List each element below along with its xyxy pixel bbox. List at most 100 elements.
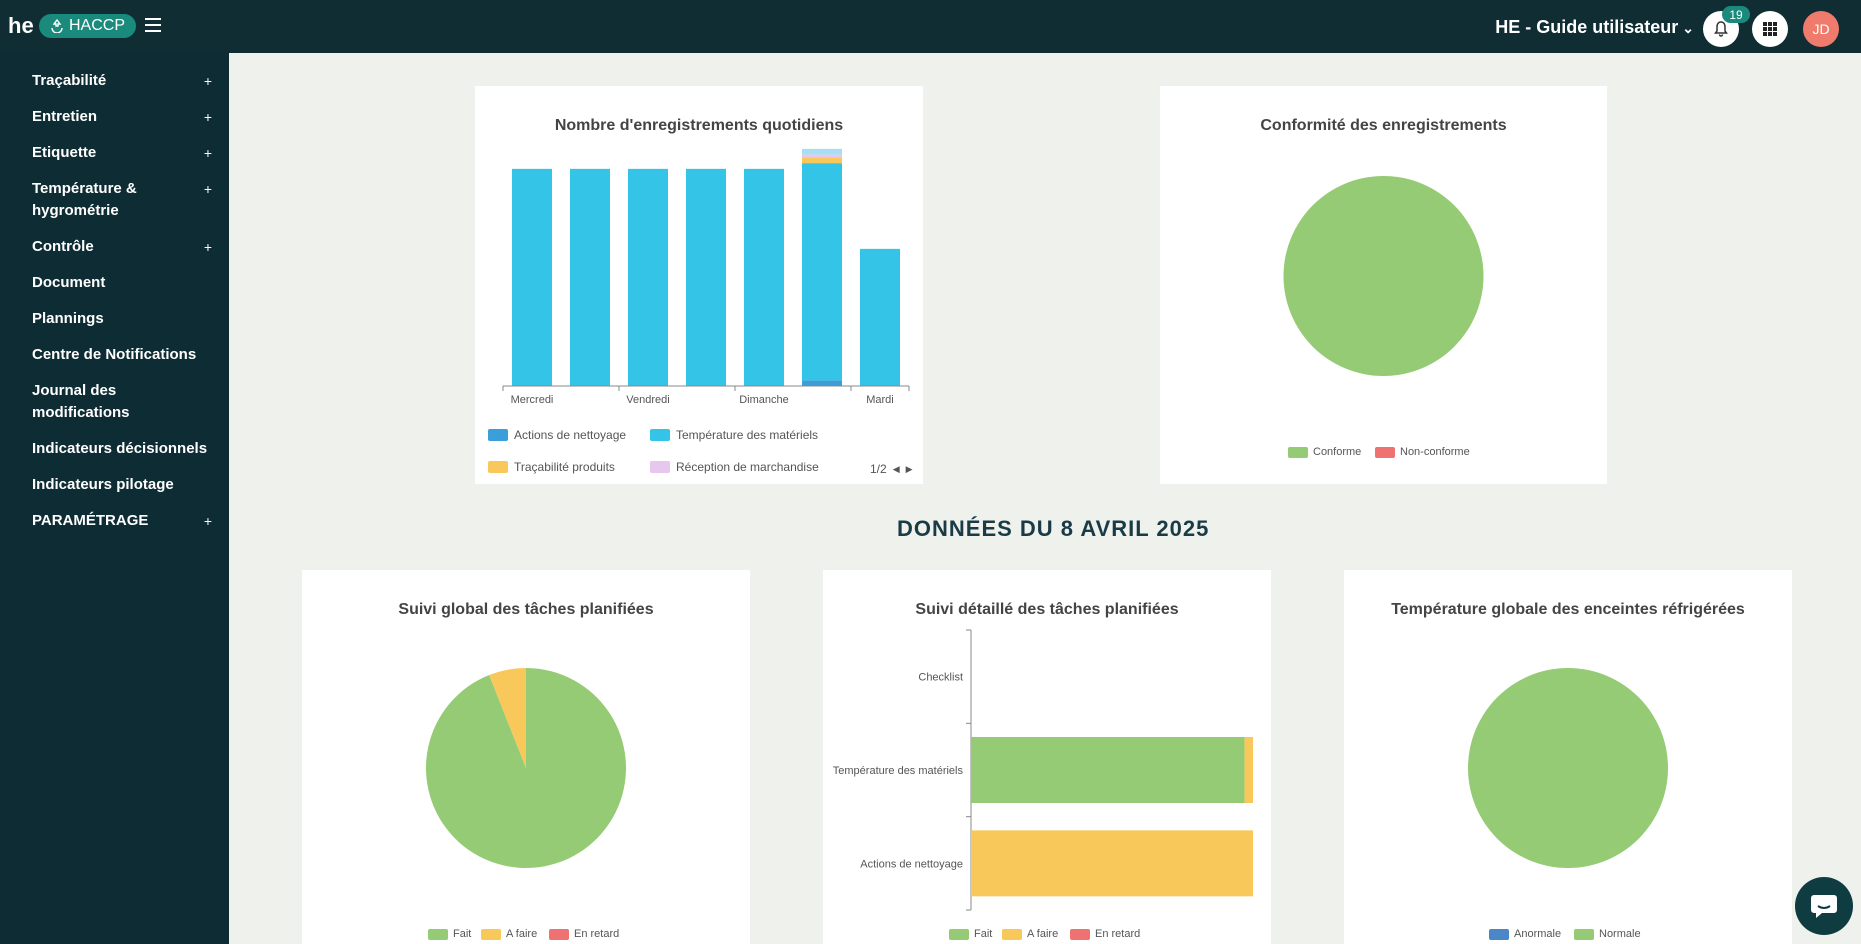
sidebar-item-indicateurs-pilotage[interactable]: Indicateurs pilotage [32,474,212,496]
legend-label: En retard [574,928,620,940]
legend-item[interactable]: A faire [481,928,537,940]
sidebar-item-indicateurs-decisionnels[interactable]: Indicateurs décisionnels [32,438,212,460]
app-name: HACCP [68,17,125,34]
legend-item[interactable]: Non-conforme [1375,446,1470,458]
bar-segment[interactable] [802,154,842,158]
bar-segment[interactable] [802,148,842,155]
legend-item[interactable]: Température des matériels [650,428,818,442]
legend-label: A faire [1027,928,1059,940]
recycle-icon [51,19,63,33]
legend-item[interactable]: Réception de marchandise [650,460,819,474]
sidebar-item-parametrage[interactable]: PARAMÉTRAGE + [32,510,212,532]
sidebar-item-label: Indicateurs pilotage [32,476,174,493]
legend-item[interactable]: A faire [1002,928,1058,940]
legend-label: Anormale [1514,928,1562,940]
menu-toggle-icon[interactable] [145,18,161,32]
bar-segment[interactable] [802,380,842,386]
sidebar-item-tracabilite[interactable]: Traçabilité + [32,70,212,92]
global-tasks-card: Suivi global des tâches planifiées Fait … [302,570,750,944]
legend-swatch [1574,928,1594,940]
chat-bubble-icon [1811,895,1837,918]
expand-plus-icon: + [203,73,212,89]
chevron-down-icon: ⌄ [1682,20,1694,36]
legend-item[interactable]: En retard [549,928,619,940]
notification-count-badge: 19 [1722,6,1750,23]
bar-segment[interactable] [802,157,842,164]
chart-title: Température globale des enceintes réfrig… [1391,601,1745,618]
legend-swatch [549,928,569,940]
sidebar-item-label: Température & hygrométrie [32,180,137,219]
legend-label: Non-conforme [1400,446,1470,458]
legend-label: Fait [453,928,472,940]
sidebar-item-notifications[interactable]: Centre de Notifications [32,344,212,366]
bar-segment[interactable] [686,168,726,386]
daily-records-chart: Mercredi Vendredi Dimanche Mardi [502,148,910,406]
sidebar-item-controle[interactable]: Contrôle + [32,236,212,258]
x-tick-label: Mercredi [511,394,554,406]
conformity-pie-chart [1283,176,1484,376]
user-avatar[interactable]: JD [1803,11,1839,47]
x-tick-label: Dimanche [739,394,789,406]
caret-right-icon[interactable]: ▶ [905,463,913,474]
detailed-tasks-card: Suivi détaillé des tâches planifiées Che… [823,570,1271,944]
temperature-pie-chart [1468,668,1668,868]
app-switch-pill[interactable]: HACCP [39,14,136,38]
conformity-card: Conformité des enregistrements Conforme … [1160,86,1607,484]
legend-swatch [650,429,670,441]
site-selector[interactable]: HE - Guide utilisateur ⌄ [1495,17,1694,38]
caret-left-icon[interactable]: ◀ [892,463,900,474]
bar-segment[interactable] [860,248,900,386]
legend-item[interactable]: Traçabilité produits [488,460,615,474]
legend-swatch [1288,446,1308,458]
bar-segment[interactable] [971,737,1245,803]
sidebar-item-label: Etiquette [32,144,97,161]
legend-label: En retard [1095,928,1141,940]
legend-pager: 1/2 ◀ ▶ [870,462,913,476]
legend-swatch [949,928,969,940]
expand-plus-icon: + [203,513,212,529]
bar-segment[interactable] [628,168,668,386]
pie-slice[interactable] [1468,668,1668,868]
sidebar-item-temperature[interactable]: Température & hygrométrie + [32,178,212,222]
sidebar-item-entretien[interactable]: Entretien + [32,106,212,128]
sidebar-item-label: Journal des modifications [32,382,130,421]
sidebar-item-document[interactable]: Document [32,272,212,294]
bar-segment[interactable] [570,168,610,386]
x-tick-label: Vendredi [626,394,669,406]
bar-segment[interactable] [512,168,552,386]
top-bar: he HACCP HE - Guide utilisateur ⌄ 19 JD [0,0,1861,53]
sidebar-item-label: Centre de Notifications [32,346,197,363]
legend-item[interactable]: Actions de nettoyage [488,428,626,442]
pie-slice[interactable] [489,668,526,768]
chat-support-button[interactable] [1795,877,1853,935]
legend-item[interactable]: Fait [949,928,992,940]
chart-title: Conformité des enregistrements [1260,117,1507,134]
bar-segment[interactable] [744,168,784,386]
sidebar-item-journal[interactable]: Journal des modifications [32,380,212,424]
y-tick-label: Actions de nettoyage [860,858,963,870]
bar-segment[interactable] [1244,737,1253,803]
sidebar-item-plannings[interactable]: Plannings [32,308,212,330]
bar-segment[interactable] [802,163,842,381]
legend-item[interactable]: Conforme [1288,446,1361,458]
legend-item[interactable]: En retard [1070,928,1140,940]
expand-plus-icon: + [203,109,212,125]
legend-page-indicator: 1/2 [870,462,887,476]
company-logo[interactable]: he [8,13,34,38]
legend-item[interactable]: Normale [1574,928,1641,940]
section-heading: DONNÉES DU 8 AVRIL 2025 [897,516,1210,541]
legend-label: A faire [506,928,538,940]
sidebar-item-label: Plannings [32,310,104,327]
bar-segment[interactable] [971,830,1253,897]
site-title: HE - Guide utilisateur [1495,17,1679,37]
apps-grid-button[interactable] [1752,11,1788,47]
bell-icon [1714,21,1728,37]
sidebar-item-label: Traçabilité [32,72,107,89]
legend-item[interactable]: Fait [428,928,471,940]
pie-slice[interactable] [1283,176,1484,376]
cold-room-temperature-card: Température globale des enceintes réfrig… [1344,570,1792,944]
legend-item[interactable]: Anormale [1489,928,1561,940]
sidebar-item-etiquette[interactable]: Etiquette + [32,142,212,164]
sidebar-item-label: PARAMÉTRAGE [32,512,149,529]
grid-icon [1763,22,1777,36]
